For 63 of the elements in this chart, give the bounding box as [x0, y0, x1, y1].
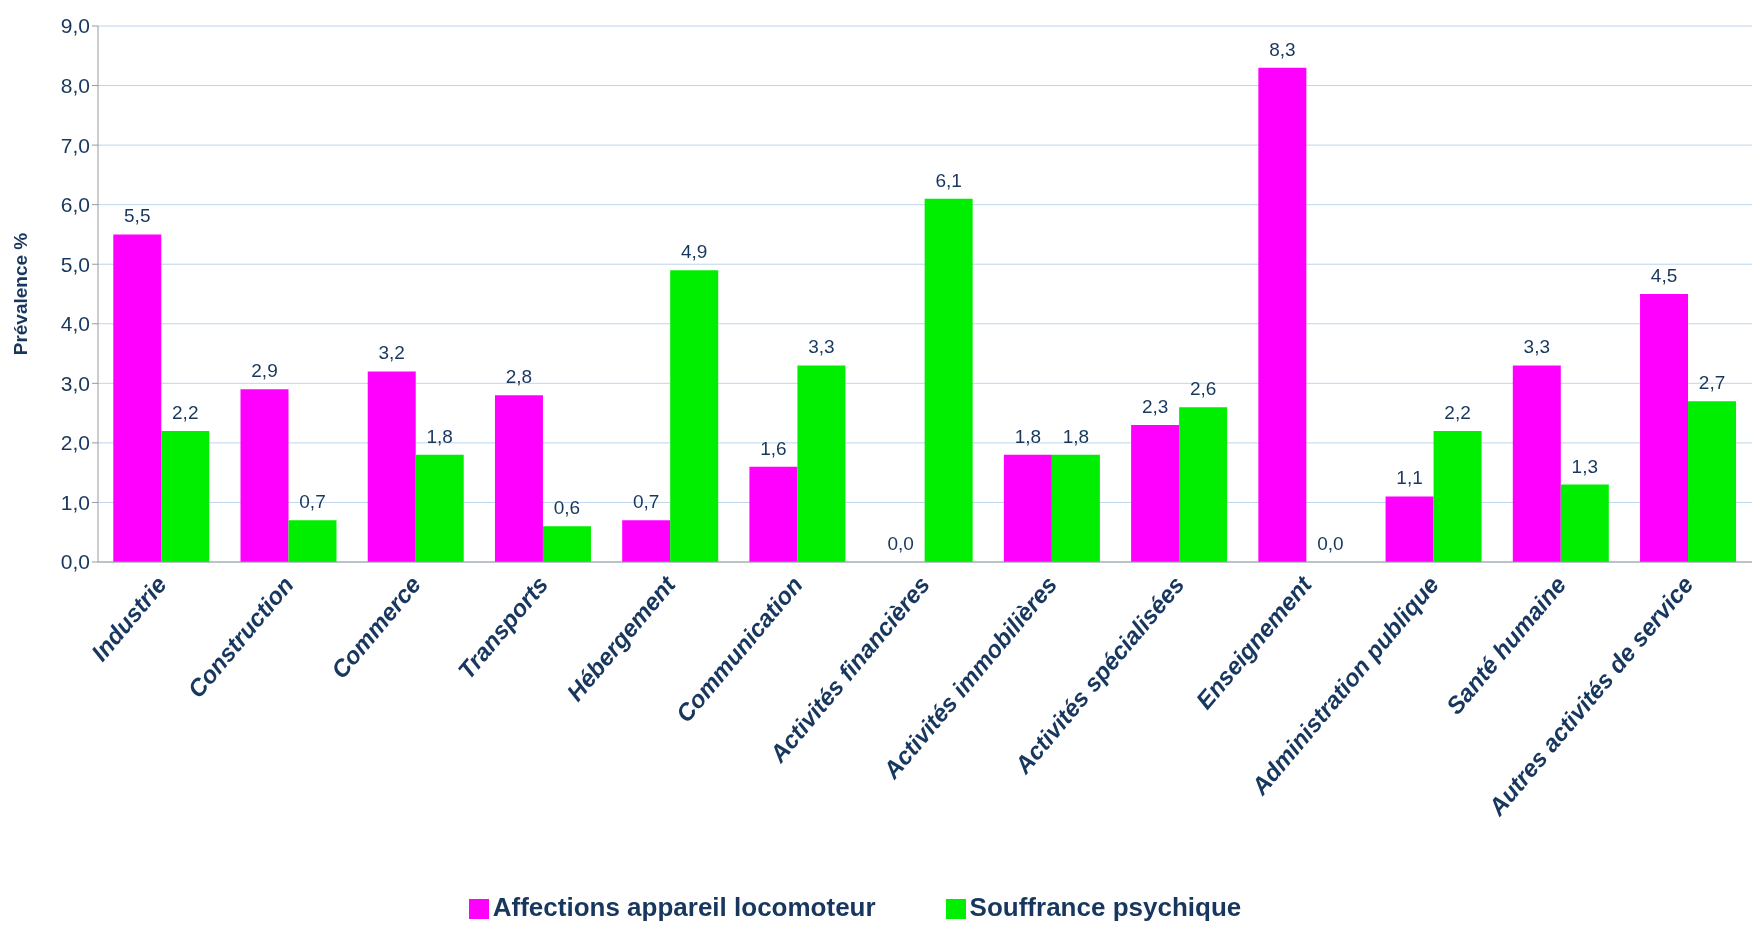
bar	[1560, 484, 1609, 562]
y-tick-label: 8,0	[60, 74, 90, 98]
bar	[288, 520, 337, 562]
legend-label: Souffrance psychique	[969, 892, 1242, 922]
data-label: 0,0	[1317, 532, 1344, 554]
bar	[240, 389, 289, 562]
y-tick-label: 9,0	[60, 14, 90, 38]
data-label: 5,5	[124, 205, 151, 227]
y-tick-label: 7,0	[60, 133, 90, 157]
data-label: 3,3	[808, 336, 835, 358]
data-label: 4,5	[1650, 265, 1678, 286]
bar	[749, 466, 798, 562]
bar	[1131, 425, 1180, 562]
bar	[1688, 401, 1737, 562]
data-label: 2,2	[1444, 401, 1471, 423]
bar	[1512, 365, 1561, 562]
bar	[1051, 454, 1100, 562]
y-tick-label: 5,0	[60, 252, 90, 276]
bar	[542, 526, 591, 562]
data-label: 8,3	[1269, 38, 1296, 60]
data-label: 2,3	[1141, 396, 1169, 418]
bar	[1640, 294, 1689, 562]
data-label: 1,8	[1062, 425, 1090, 447]
bar	[161, 430, 210, 562]
bar	[1179, 407, 1228, 562]
data-label: 1,8	[426, 425, 453, 447]
bar	[797, 365, 846, 562]
data-label: 2,7	[1698, 372, 1726, 394]
bar	[924, 198, 973, 562]
bar	[1385, 496, 1434, 562]
data-label: 2,2	[172, 401, 199, 423]
bar	[367, 371, 416, 562]
data-label: 0,0	[887, 532, 914, 554]
bar	[415, 454, 464, 562]
bar	[670, 270, 719, 562]
y-tick-label: 0,0	[60, 550, 90, 574]
data-label: 4,9	[680, 241, 708, 263]
data-label: 0,6	[553, 497, 581, 519]
data-label: 1,6	[760, 437, 787, 459]
data-label: 2,9	[251, 360, 278, 382]
data-label: 6,1	[935, 169, 962, 191]
y-tick-label: 6,0	[60, 193, 90, 217]
data-label: 3,3	[1523, 336, 1551, 358]
data-label: 1,1	[1396, 467, 1423, 489]
y-tick-label: 4,0	[60, 312, 90, 336]
y-tick-label: 1,0	[60, 490, 90, 514]
data-label: 1,3	[1571, 455, 1599, 477]
data-label: 0,7	[299, 491, 326, 513]
y-axis-title: Prévalence %	[9, 232, 31, 356]
data-label: 1,8	[1014, 425, 1042, 447]
bar	[113, 234, 162, 562]
bar	[1003, 454, 1052, 562]
data-label: 2,6	[1189, 378, 1217, 400]
bar	[1433, 430, 1482, 562]
data-label: 0,7	[632, 491, 660, 513]
legend-label: Affections appareil locomoteur	[492, 892, 876, 922]
y-tick-label: 2,0	[60, 431, 90, 455]
y-tick-label: 3,0	[60, 371, 90, 395]
bar	[1258, 67, 1307, 562]
data-label: 2,8	[505, 366, 533, 388]
bar	[622, 520, 671, 562]
data-label: 3,2	[378, 342, 405, 364]
bar	[494, 395, 543, 562]
